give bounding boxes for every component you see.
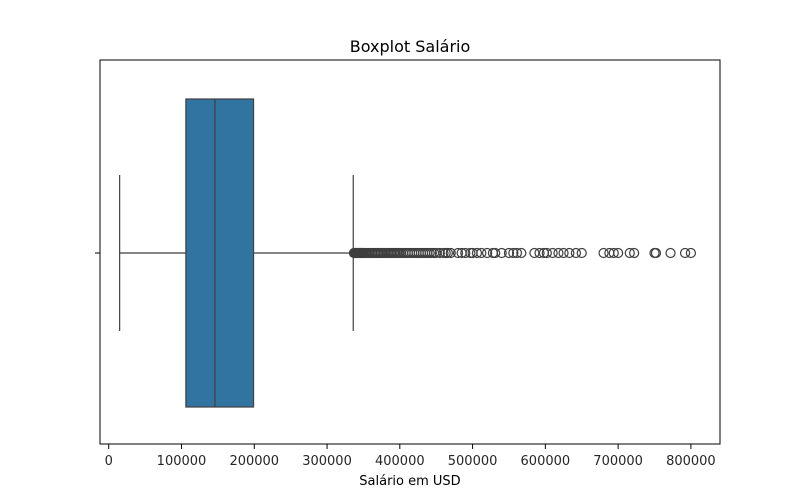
x-tick-label: 100000 [157,454,207,469]
x-tick-label: 200000 [229,454,279,469]
x-tick-label: 300000 [302,454,352,469]
x-axis-ticks: 0 100000 200000 300000 400000 500000 600000 700… [105,444,716,469]
outlier-point [541,247,552,259]
outlier-point [487,247,499,259]
outlier-point [624,247,635,259]
outlier-point [482,247,493,259]
x-tick-label: 700000 [593,454,643,469]
outlier-point [503,247,515,259]
outlier-point [442,247,453,259]
outlier-point [576,247,587,259]
outlier-point [665,247,676,259]
outlier-point [452,247,464,259]
outlier-point [547,247,558,259]
outlier-point [460,247,471,259]
outlier-point [511,247,523,259]
outlier-point [476,247,487,259]
outlier-point [516,247,527,259]
outlier-point [434,247,445,259]
outlier-point [534,247,545,259]
plot-area [99,59,721,445]
outlier-point [570,247,582,259]
x-tick-label: 400000 [375,454,425,469]
outlier-point [553,247,564,259]
x-axis-label: Salário em USD [359,474,460,489]
outlier-point [598,247,609,259]
outlier-point [496,247,507,259]
outlier-point [471,247,483,259]
outliers [348,247,696,259]
x-tick-label: 500000 [448,454,498,469]
box-and-whiskers [119,98,354,408]
outlier-point [679,247,691,259]
outlier-point [613,247,624,259]
x-tick-label: 800000 [666,454,716,469]
outlier-point [608,247,619,259]
outlier-point [445,247,456,259]
outlier-point [558,247,569,259]
outlier-point [490,247,501,259]
outlier-point [508,247,519,259]
outlier-point [564,247,575,259]
outlier-point [650,247,662,259]
iqr-box [185,98,255,408]
outlier-point [685,247,696,259]
chart-title: Boxplot Salário [350,37,471,56]
outlier-point [629,247,640,259]
x-tick-label: 0 [105,454,113,469]
x-tick-label: 600000 [521,454,571,469]
